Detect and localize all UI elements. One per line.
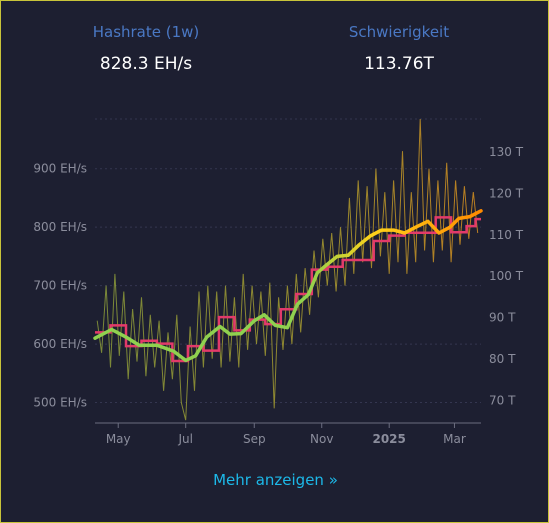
y-right-tick-label: 70 T — [489, 393, 516, 407]
x-tick-label: Jul — [177, 432, 192, 446]
x-tick-label: Nov — [310, 432, 333, 446]
y-left-tick-label: 500 EH/s — [33, 396, 87, 410]
y-left-tick-label: 600 EH/s — [33, 337, 87, 351]
y-right-tick-label: 110 T — [489, 228, 524, 242]
y-right-tick-label: 90 T — [489, 311, 516, 325]
axes: 500 EH/s 600 EH/s 700 EH/s 800 EH/s 900 EH/s… — [33, 145, 523, 446]
y-right-tick-label: 120 T — [489, 186, 524, 200]
show-more-link[interactable]: Mehr anzeigen » — [213, 471, 338, 489]
x-tick-label: 2025 — [372, 432, 405, 446]
y-left-tick-label: 900 EH/s — [33, 162, 87, 176]
hashrate-average-series — [93, 209, 483, 363]
difficulty-value: 113.76T — [364, 54, 434, 74]
raw-hashrate-series — [96, 118, 479, 421]
y-right-tick-label: 130 T — [489, 145, 524, 159]
difficulty-line — [95, 216, 481, 363]
y-right-tick-label: 80 T — [489, 352, 516, 366]
y-left-tick-label: 800 EH/s — [33, 220, 87, 234]
hashrate-value: 828.3 EH/s — [99, 54, 193, 74]
difficulty-stat: Schwierigkeit 113.76T — [299, 23, 499, 74]
hashrate-stat: Hashrate (1w) 828.3 EH/s — [46, 23, 246, 74]
difficulty-label: Schwierigkeit — [348, 23, 450, 41]
hashrate-label: Hashrate (1w) — [92, 23, 200, 41]
y-right-tick-label: 100 T — [489, 269, 524, 283]
hashrate-average-line — [93, 209, 483, 363]
difficulty-series — [95, 216, 481, 363]
y-left-tick-label: 700 EH/s — [33, 279, 87, 293]
hashrate-difficulty-chart: 500 EH/s 600 EH/s 700 EH/s 800 EH/s 900 EH/s… — [33, 118, 524, 446]
x-tick-label: Mar — [443, 432, 466, 446]
raw-hashrate-line — [96, 118, 479, 421]
grid — [95, 118, 481, 404]
x-tick-label: Sep — [243, 432, 266, 446]
x-tick-label: May — [106, 432, 131, 446]
